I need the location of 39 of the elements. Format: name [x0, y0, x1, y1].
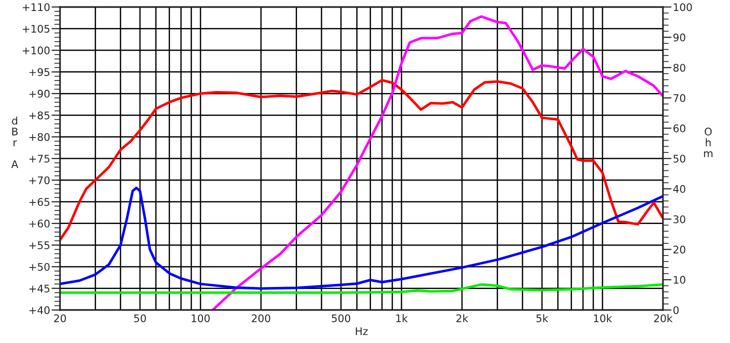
y-tick-label: +100: [22, 46, 50, 54]
y-tick-label: +75: [29, 154, 50, 163]
x-tick-label: 2k: [456, 314, 468, 322]
x-axis-title: Hz: [356, 327, 368, 335]
y2-tick-label: 70: [674, 94, 686, 102]
y-tick-label: +40: [29, 306, 50, 314]
y-tick-label: +70: [29, 176, 50, 184]
y2-tick-label: 50: [674, 154, 686, 163]
y2-tick-label: 0: [673, 306, 679, 314]
y2-tick-label: 40: [673, 185, 686, 193]
x-tick-label: 100: [192, 314, 210, 322]
y2-tick-label: 10: [674, 276, 686, 284]
y-tick-label: +110: [22, 3, 50, 12]
y2-axis-title: Ohm: [704, 128, 712, 158]
text: dBr A: [11, 116, 18, 168]
x-tick-label: 200: [252, 314, 270, 322]
y2-tick-label: 90: [673, 34, 686, 42]
y-tick-label: +105: [22, 24, 50, 33]
y-tick-label: +85: [29, 111, 50, 120]
y2-tick-label: 60: [673, 124, 686, 132]
y-tick-label: +90: [29, 90, 50, 98]
y2-tick-label: 80: [673, 64, 686, 72]
y-tick-label: +60: [29, 220, 50, 228]
y-tick-label: +50: [29, 262, 50, 271]
x-tick-label: 1k: [396, 314, 408, 322]
y-tick-label: +55: [29, 241, 50, 250]
y-tick-label: +95: [29, 68, 50, 76]
x-tick-label: 10k: [594, 314, 612, 322]
y2-tick-label: 30: [674, 215, 686, 224]
y-tick-label: +80: [29, 133, 50, 141]
y-tick-label: +65: [29, 198, 50, 206]
x-tick-label: 5k: [536, 314, 548, 322]
x-tick-label: 500: [332, 314, 350, 322]
y2-tick-label: 20: [673, 246, 686, 254]
y-tick-label: +45: [29, 284, 50, 292]
y2-tick-label: 100: [674, 3, 692, 12]
x-tick-label: 20: [54, 314, 66, 322]
x-tick-label: 20k: [654, 314, 673, 322]
x-tick-label: 50: [134, 314, 146, 322]
